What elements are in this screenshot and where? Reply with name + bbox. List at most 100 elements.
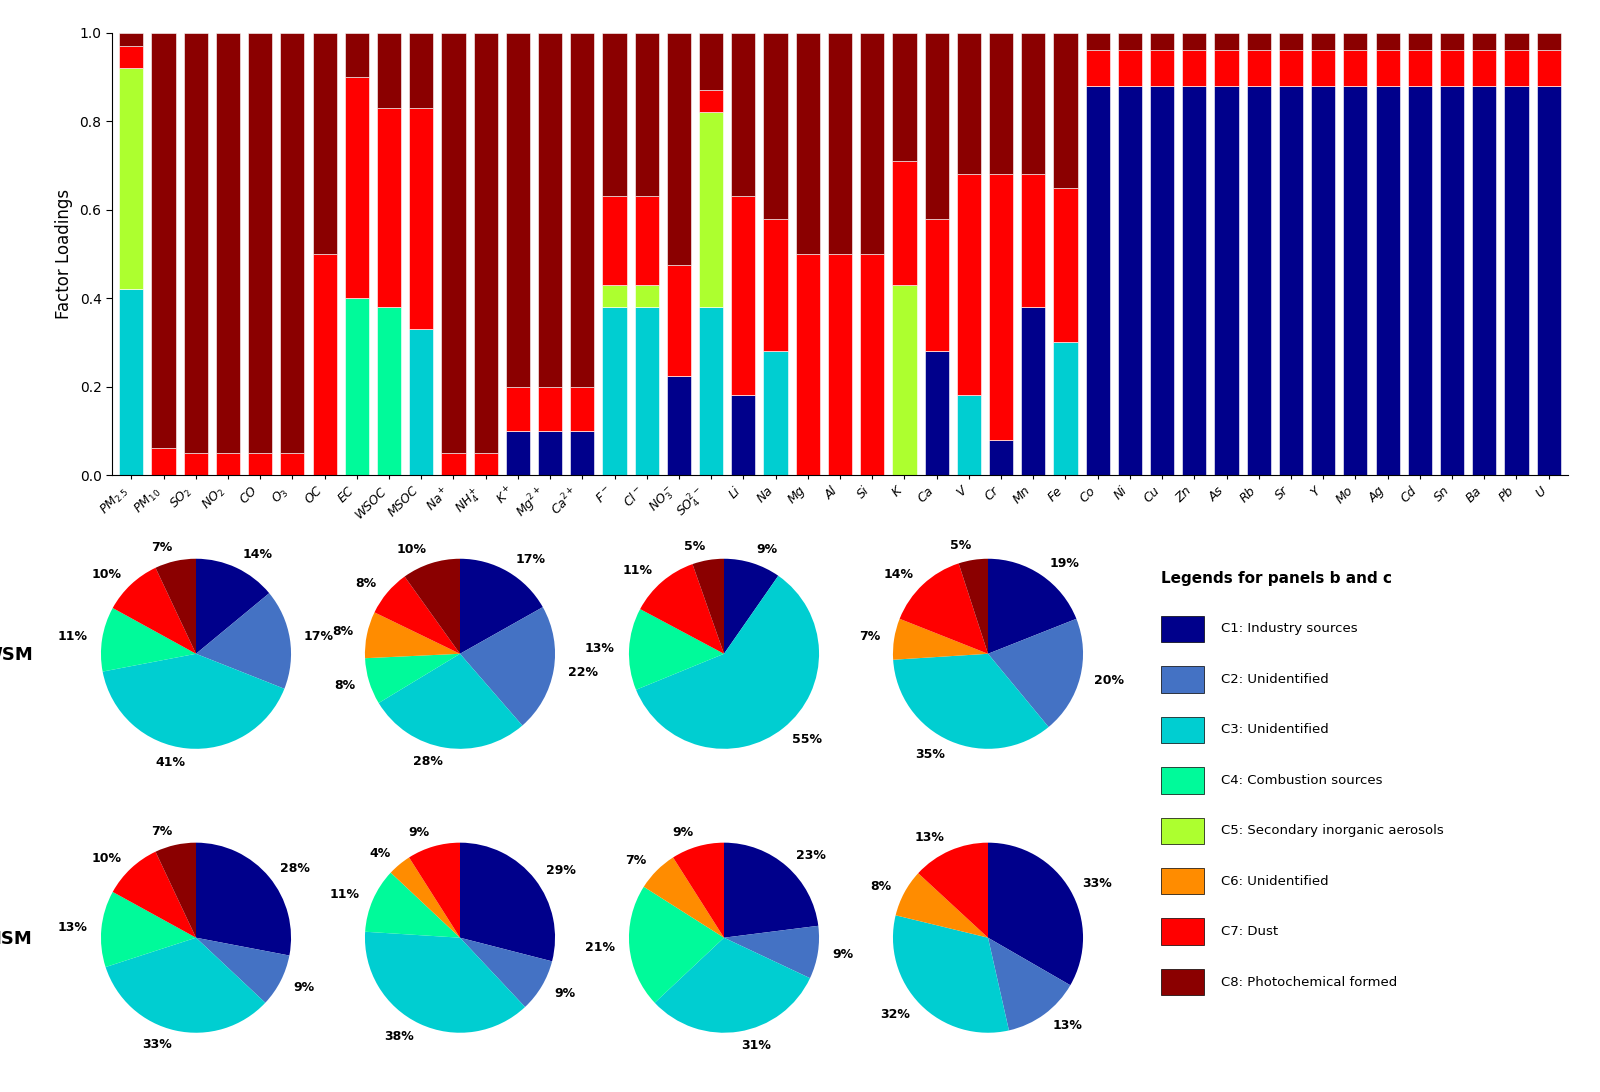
Wedge shape bbox=[459, 843, 555, 961]
Wedge shape bbox=[461, 938, 552, 1007]
Text: 17%: 17% bbox=[304, 630, 334, 643]
Bar bbox=[635, 307, 659, 475]
Wedge shape bbox=[674, 843, 725, 938]
Bar bbox=[603, 307, 627, 475]
Wedge shape bbox=[723, 926, 819, 978]
Text: 5%: 5% bbox=[950, 539, 971, 553]
FancyBboxPatch shape bbox=[1160, 818, 1203, 844]
Wedge shape bbox=[896, 874, 987, 938]
FancyBboxPatch shape bbox=[1160, 616, 1203, 642]
Bar bbox=[827, 254, 853, 475]
Text: 14%: 14% bbox=[883, 568, 914, 581]
Bar bbox=[1472, 33, 1496, 50]
Bar bbox=[731, 395, 755, 475]
Text: 8%: 8% bbox=[331, 626, 354, 639]
Bar bbox=[1310, 86, 1336, 475]
Bar bbox=[410, 329, 434, 475]
Wedge shape bbox=[102, 654, 285, 749]
Wedge shape bbox=[365, 613, 461, 658]
Bar bbox=[957, 395, 981, 475]
Bar bbox=[570, 33, 594, 387]
Wedge shape bbox=[893, 654, 1048, 749]
Text: 28%: 28% bbox=[280, 862, 310, 875]
Wedge shape bbox=[987, 559, 1077, 654]
Bar bbox=[699, 112, 723, 307]
Wedge shape bbox=[987, 938, 1070, 1031]
Bar bbox=[280, 453, 304, 475]
Bar bbox=[1310, 50, 1336, 86]
Bar bbox=[925, 33, 949, 218]
Bar bbox=[925, 218, 949, 352]
Text: 55%: 55% bbox=[792, 733, 822, 746]
Text: 8%: 8% bbox=[870, 879, 891, 892]
Text: C1: Industry sources: C1: Industry sources bbox=[1221, 622, 1358, 636]
Bar bbox=[248, 453, 272, 475]
Text: 33%: 33% bbox=[142, 1037, 173, 1051]
Bar bbox=[1053, 188, 1077, 343]
Bar bbox=[1182, 33, 1206, 50]
Bar bbox=[1214, 50, 1238, 86]
Bar bbox=[1021, 175, 1045, 307]
FancyBboxPatch shape bbox=[1160, 716, 1203, 743]
Wedge shape bbox=[723, 843, 818, 938]
Bar bbox=[1408, 86, 1432, 475]
Wedge shape bbox=[112, 852, 195, 938]
Y-axis label: Factor Loadings: Factor Loadings bbox=[54, 189, 72, 319]
FancyBboxPatch shape bbox=[1160, 666, 1203, 692]
Bar bbox=[731, 33, 755, 197]
Text: 8%: 8% bbox=[334, 679, 355, 692]
Bar bbox=[893, 33, 917, 161]
Wedge shape bbox=[693, 559, 725, 654]
Bar bbox=[893, 161, 917, 285]
Bar bbox=[410, 108, 434, 329]
Text: 35%: 35% bbox=[915, 748, 944, 761]
Text: 7%: 7% bbox=[150, 824, 173, 838]
Text: 17%: 17% bbox=[515, 553, 546, 566]
Bar bbox=[474, 33, 498, 453]
Bar bbox=[603, 197, 627, 285]
Wedge shape bbox=[195, 938, 290, 1002]
Text: WSM: WSM bbox=[0, 646, 34, 664]
Bar bbox=[1504, 33, 1528, 50]
Bar bbox=[1150, 50, 1174, 86]
Bar bbox=[506, 387, 530, 431]
Wedge shape bbox=[374, 577, 461, 654]
Bar bbox=[1536, 86, 1560, 475]
Bar bbox=[120, 33, 144, 46]
Wedge shape bbox=[893, 915, 1010, 1033]
Bar bbox=[216, 33, 240, 453]
Bar bbox=[1344, 86, 1368, 475]
Bar bbox=[1246, 33, 1270, 50]
Text: 8%: 8% bbox=[355, 577, 376, 590]
Bar bbox=[827, 33, 853, 254]
Bar bbox=[893, 285, 917, 475]
Text: C6: Unidentified: C6: Unidentified bbox=[1221, 875, 1328, 888]
Bar bbox=[1376, 33, 1400, 50]
Bar bbox=[635, 285, 659, 307]
Bar bbox=[1472, 50, 1496, 86]
Wedge shape bbox=[195, 593, 291, 689]
Wedge shape bbox=[101, 892, 195, 968]
Text: 7%: 7% bbox=[626, 854, 646, 867]
Text: 13%: 13% bbox=[1053, 1019, 1083, 1032]
Bar bbox=[378, 108, 402, 307]
Bar bbox=[603, 285, 627, 307]
Bar bbox=[1214, 86, 1238, 475]
Bar bbox=[442, 33, 466, 453]
Text: 9%: 9% bbox=[293, 981, 315, 994]
Bar bbox=[699, 33, 723, 91]
Text: 29%: 29% bbox=[546, 864, 576, 877]
Wedge shape bbox=[101, 608, 195, 672]
Text: 22%: 22% bbox=[568, 666, 598, 679]
Text: C8: Photochemical formed: C8: Photochemical formed bbox=[1221, 975, 1397, 988]
Bar bbox=[1086, 33, 1110, 50]
Bar bbox=[1344, 50, 1368, 86]
Text: 5%: 5% bbox=[685, 539, 706, 553]
Bar bbox=[1053, 33, 1077, 188]
Text: 13%: 13% bbox=[914, 831, 944, 844]
Bar bbox=[1118, 86, 1142, 475]
Text: 31%: 31% bbox=[741, 1040, 771, 1053]
Bar bbox=[635, 33, 659, 197]
Bar bbox=[538, 431, 562, 475]
Bar bbox=[216, 453, 240, 475]
